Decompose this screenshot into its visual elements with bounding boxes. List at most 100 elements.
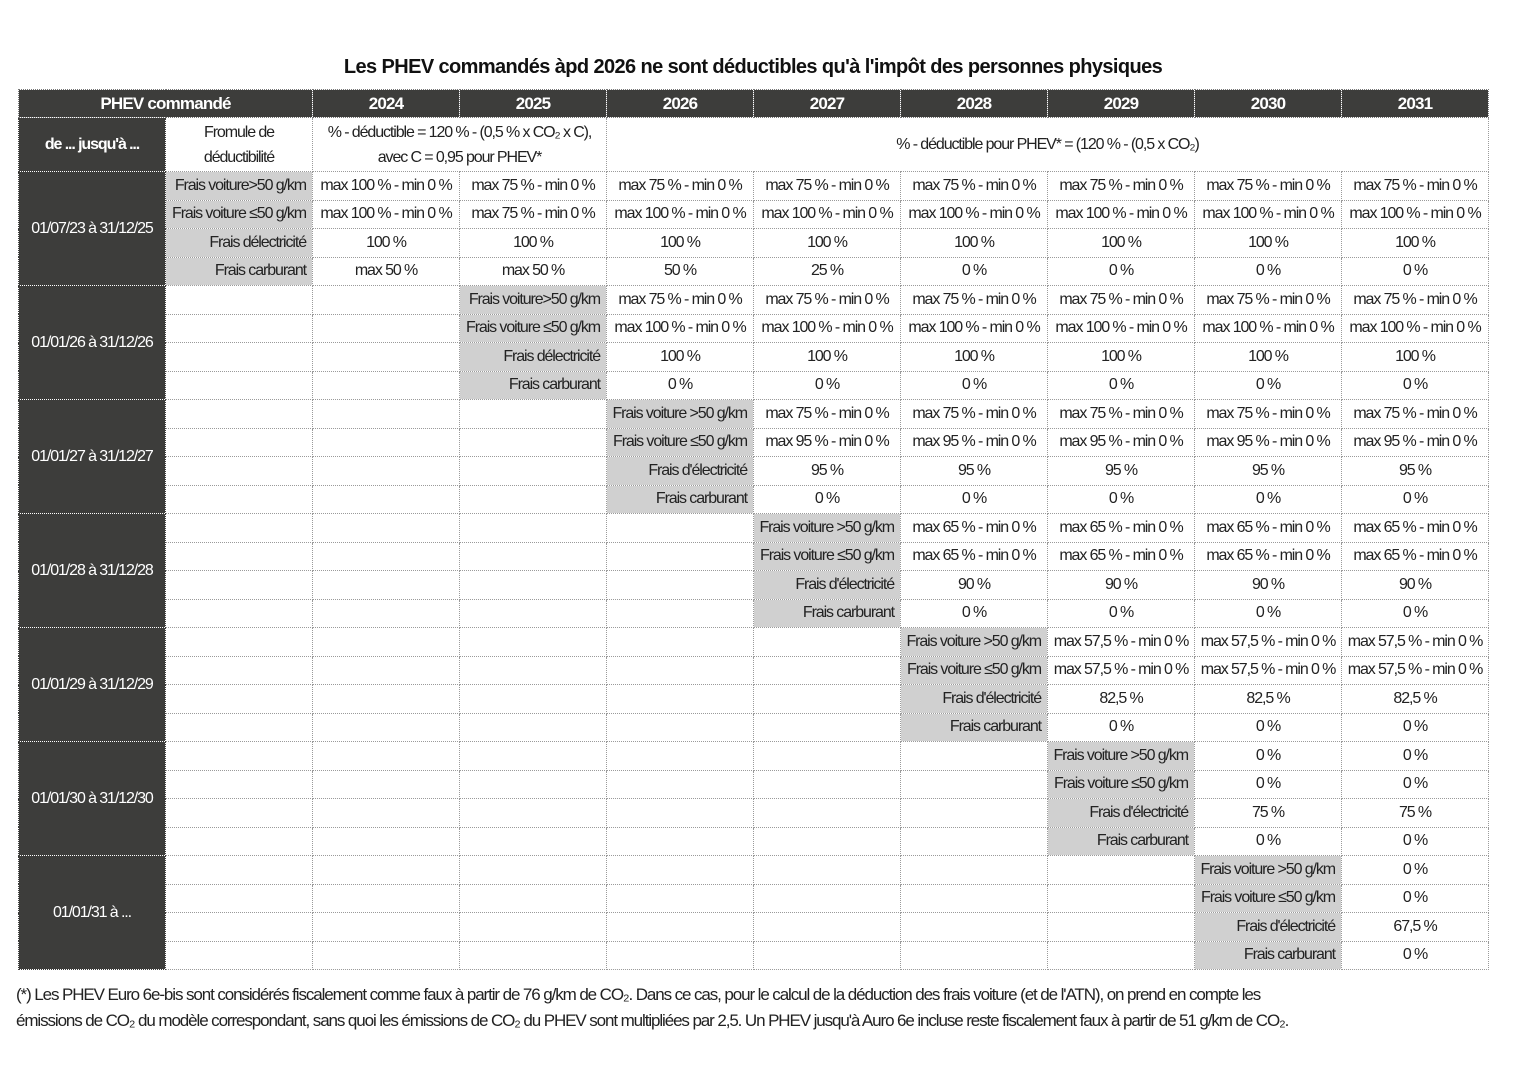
empty-cell (900, 883, 1048, 913)
deduction-value-cell: 0 % (900, 484, 1048, 514)
deduction-value-cell: max 75 % - min 0 % (1341, 399, 1489, 429)
deduction-value-cell: 82,5 % (1047, 684, 1195, 714)
table-row: Frais voiture ≤50 g/km max 65 % - min 0 %… (19, 541, 1489, 571)
deduction-value-cell: 0 % (1341, 940, 1489, 970)
deduction-value-cell: 0 % (1341, 883, 1489, 913)
table-row: Frais délectricité 100 % 100 % 100 % 100 % 10… (19, 342, 1489, 372)
deduction-value-cell: max 75 % - min 0 % (753, 171, 901, 201)
cost-type-label: Frais carburant (165, 256, 313, 286)
deduction-value-cell: 75 % (1194, 798, 1342, 828)
period-cell: 01/07/23 à 31/12/25 (18, 171, 166, 286)
empty-cell (165, 712, 313, 742)
deduction-value-cell: 100 % (900, 228, 1048, 258)
empty-cell (312, 598, 460, 628)
deduction-value-cell: 0 % (900, 256, 1048, 286)
deduction-value-cell: max 75 % - min 0 % (459, 199, 607, 229)
empty-cell (459, 712, 607, 742)
cost-type-label: Frais voiture ≤50 g/km (753, 541, 901, 571)
empty-cell (312, 370, 460, 400)
deduction-value-cell: 100 % (1341, 228, 1489, 258)
deduction-value-cell: max 100 % - min 0 % (900, 313, 1048, 343)
header-row: PHEV commandé 2024 2025 2026 2027 2028 2029 20… (18, 89, 1489, 118)
formula-label: Fromule de déductibilité (165, 117, 313, 172)
deduction-value-cell: 0 % (1194, 769, 1342, 799)
empty-cell (459, 912, 607, 942)
header-phev-ordered: PHEV commandé (18, 89, 313, 118)
formula-old: % - déductible = 120 % - (0,5 % x CO₂ x … (312, 117, 607, 172)
empty-cell (312, 684, 460, 714)
header-year: 2029 (1047, 89, 1195, 118)
footnote-line-1: (*) Les PHEV Euro 6e-bis sont considérés… (16, 985, 1261, 1004)
deduction-value-cell: max 95 % - min 0 % (900, 427, 1048, 457)
deduction-value-cell: 0 % (1341, 826, 1489, 856)
empty-cell (165, 285, 313, 315)
deduction-value-cell: 0 % (753, 370, 901, 400)
empty-cell (165, 855, 313, 885)
page-title: Les PHEV commandés àpd 2026 ne sont dédu… (343, 56, 1163, 78)
empty-cell (312, 513, 460, 543)
empty-cell (165, 940, 313, 970)
empty-cell (165, 342, 313, 372)
cost-type-label: Frais d'électricité (1194, 912, 1342, 942)
table-row: Frais voiture ≤50 g/km max 57,5 % - min 0… (19, 655, 1489, 685)
empty-cell (165, 456, 313, 486)
deduction-value-cell: 0 % (1194, 741, 1342, 771)
empty-cell (753, 769, 901, 799)
deduction-value-cell: 100 % (1341, 342, 1489, 372)
deduction-value-cell: max 100 % - min 0 % (606, 313, 754, 343)
deduction-value-cell: 0 % (1194, 712, 1342, 742)
empty-cell (606, 712, 754, 742)
empty-cell (165, 484, 313, 514)
header-year: 2031 (1341, 89, 1489, 118)
empty-cell (312, 541, 460, 571)
empty-cell (459, 855, 607, 885)
deduction-value-cell: max 75 % - min 0 % (900, 285, 1048, 315)
empty-cell (165, 655, 313, 685)
table-row: Frais d'électricité 75 % 75 % (19, 798, 1489, 828)
deduction-value-cell: max 65 % - min 0 % (900, 541, 1048, 571)
deduction-value-cell: max 75 % - min 0 % (753, 399, 901, 429)
deduction-value-cell: 0 % (1047, 370, 1195, 400)
empty-cell (753, 655, 901, 685)
deduction-value-cell: 100 % (900, 342, 1048, 372)
empty-cell (900, 798, 1048, 828)
table-row: Frais d'électricité 90 % 90 % 90 % 90 % (19, 570, 1489, 600)
empty-cell (165, 427, 313, 457)
empty-cell (165, 912, 313, 942)
period-cell: 01/01/30 à 31/12/30 (18, 741, 166, 856)
header-year: 2030 (1194, 89, 1342, 118)
deduction-value-cell: 100 % (459, 228, 607, 258)
deduction-value-cell: max 57,5 % - min 0 % (1047, 627, 1195, 657)
empty-cell (312, 741, 460, 771)
deduction-value-cell: max 57,5 % - min 0 % (1341, 627, 1489, 657)
header-year: 2028 (900, 89, 1048, 118)
cost-type-label: Frais carburant (459, 370, 607, 400)
deduction-value-cell: max 65 % - min 0 % (1341, 541, 1489, 571)
deduction-value-cell: 100 % (1194, 228, 1342, 258)
deduction-value-cell: max 50 % (312, 256, 460, 286)
empty-cell (165, 798, 313, 828)
empty-cell (165, 570, 313, 600)
deduction-value-cell: max 100 % - min 0 % (312, 171, 460, 201)
empty-cell (753, 883, 901, 913)
deduction-value-cell: 95 % (1341, 456, 1489, 486)
empty-cell (165, 399, 313, 429)
empty-cell (1047, 940, 1195, 970)
deduction-value-cell: 90 % (1194, 570, 1342, 600)
cost-type-label: Frais voiture ≤50 g/km (1194, 883, 1342, 913)
cost-type-label: Frais délectricité (165, 228, 313, 258)
deduction-value-cell: max 100 % - min 0 % (1341, 199, 1489, 229)
deduction-value-cell: max 75 % - min 0 % (1047, 399, 1195, 429)
cost-type-label: Frais voiture >50 g/km (1194, 855, 1342, 885)
empty-cell (459, 655, 607, 685)
cost-type-label: Frais carburant (900, 712, 1048, 742)
deduction-value-cell: max 75 % - min 0 % (900, 171, 1048, 201)
empty-cell (165, 627, 313, 657)
deduction-value-cell: max 57,5 % - min 0 % (1194, 627, 1342, 657)
deduction-value-cell: max 65 % - min 0 % (1047, 541, 1195, 571)
empty-cell (459, 399, 607, 429)
deduction-value-cell: max 65 % - min 0 % (900, 513, 1048, 543)
deduction-value-cell: max 65 % - min 0 % (1194, 513, 1342, 543)
deduction-value-cell: max 75 % - min 0 % (753, 285, 901, 315)
deduction-value-cell: 0 % (753, 484, 901, 514)
